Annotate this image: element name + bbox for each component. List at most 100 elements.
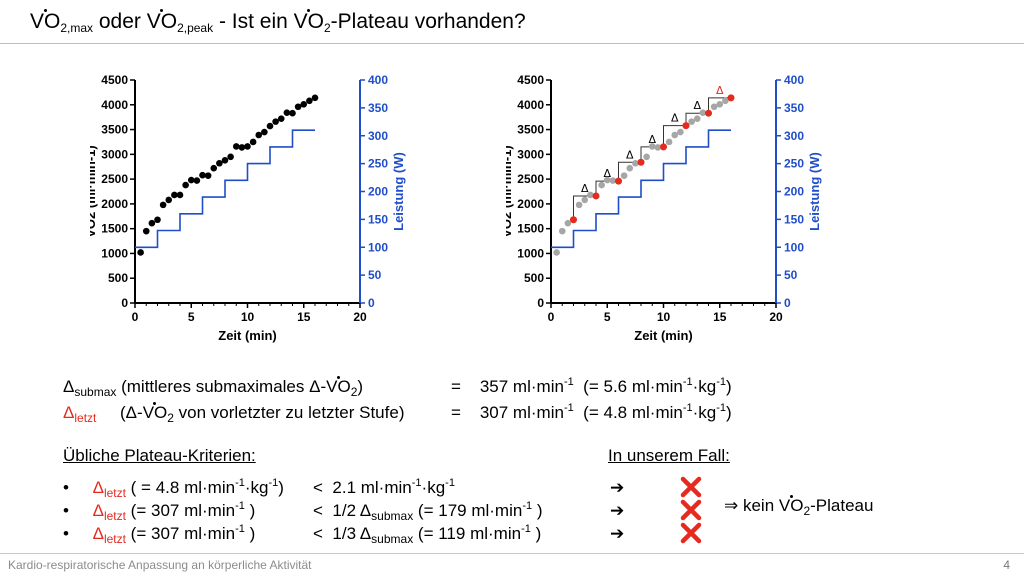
- cross-icon: [680, 522, 702, 544]
- stage-end-point: [592, 192, 600, 200]
- criterion-2-threshold: < 1/2 Δsubmax (= 179 ml·min-1 ): [313, 500, 543, 523]
- x-tick-label: 0: [132, 310, 139, 324]
- y-tick-label: 3500: [517, 123, 544, 137]
- data-point: [671, 131, 679, 139]
- data-point: [603, 176, 611, 184]
- power-step-line: [135, 129, 315, 249]
- data-point: [204, 172, 212, 179]
- data-point: [272, 118, 279, 125]
- data-point: [688, 118, 695, 125]
- arrow-right-icon: ➔: [610, 524, 625, 543]
- y2-tick-label: 350: [784, 101, 804, 115]
- y-tick-label: 1500: [101, 222, 128, 236]
- footer-text: Kardio-respiratorische Anpassung an körp…: [8, 558, 312, 572]
- data-point: [553, 249, 560, 256]
- y-tick-label: 2500: [517, 172, 544, 186]
- delta-letzt-row: Δletzt (Δ-VO2 von vorletzter zu letzter …: [63, 402, 405, 425]
- stage-end-point: [637, 158, 645, 166]
- data-point: [632, 159, 639, 167]
- y-tick-label: 500: [108, 271, 128, 285]
- stage-end-point: [615, 177, 622, 185]
- data-point: [710, 103, 718, 111]
- y2-tick-label: 50: [784, 268, 798, 282]
- y2-axis-label: Leistung (W): [807, 152, 822, 231]
- data-point: [261, 128, 268, 136]
- delta-submax-value: = 357 ml·min-1 (= 5.6 ml·min-1·kg-1): [451, 376, 732, 397]
- y2-tick-label: 200: [368, 185, 388, 199]
- y-tick-label: 4500: [101, 73, 128, 87]
- stage-end-point: [705, 109, 712, 117]
- data-point: [598, 181, 605, 189]
- y-tick-label: 3000: [101, 147, 128, 161]
- data-point: [665, 138, 673, 146]
- x-axis-label: Zeit (min): [634, 328, 693, 343]
- power-step-line: [551, 129, 731, 249]
- data-point: [193, 177, 201, 184]
- y2-tick-label: 0: [784, 296, 791, 310]
- data-point: [277, 115, 285, 122]
- x-axis-label: Zeit (min): [218, 328, 277, 343]
- y-tick-label: 500: [524, 271, 544, 285]
- data-point: [221, 156, 229, 164]
- data-point: [564, 219, 572, 227]
- x-tick-label: 10: [241, 310, 255, 324]
- vo2-chart-right: 0500100015002000250030003500400045000501…: [506, 73, 822, 343]
- data-point: [171, 191, 178, 199]
- x-tick-label: 10: [657, 310, 671, 324]
- data-point: [216, 159, 223, 167]
- data-point: [306, 97, 313, 105]
- criterion-1-threshold: < 2.1 ml·min-1·kg-1: [313, 477, 455, 498]
- stage-end-point: [660, 143, 667, 151]
- delta-label: Δ: [716, 84, 724, 97]
- y-tick-label: 4500: [517, 73, 544, 87]
- data-point: [227, 153, 234, 161]
- y2-tick-label: 300: [784, 129, 804, 143]
- data-point: [587, 191, 594, 199]
- y2-tick-label: 50: [368, 268, 382, 282]
- y2-tick-label: 300: [368, 129, 388, 143]
- x-tick-label: 20: [353, 310, 367, 324]
- y-tick-label: 4000: [101, 98, 128, 112]
- data-point: [722, 97, 729, 105]
- stage-end-point: [682, 122, 690, 130]
- y2-tick-label: 100: [368, 240, 388, 254]
- data-point: [311, 94, 319, 102]
- case-heading: In unserem Fall:: [608, 446, 730, 465]
- vo2-chart-left: 0500100015002000250030003500400045000501…: [90, 73, 406, 343]
- cross-icon: [680, 476, 702, 498]
- title-vo2max: VO: [30, 9, 61, 33]
- y-tick-label: 2000: [517, 197, 544, 211]
- y-tick-label: 1000: [101, 246, 128, 260]
- data-point: [238, 144, 246, 151]
- y-tick-label: 3500: [101, 123, 128, 137]
- data-point: [648, 143, 656, 150]
- y2-tick-label: 100: [784, 240, 804, 254]
- delta-submax-row: Δsubmax (mittleres submaximales Δ-VO2): [63, 376, 364, 399]
- data-point: [609, 177, 617, 184]
- criterion-2: • Δletzt (= 307 ml·min-1 ): [63, 500, 256, 523]
- arrow-right-icon: ➔: [610, 501, 625, 520]
- data-point: [558, 227, 566, 235]
- delta-label: Δ: [603, 167, 611, 180]
- delta-label: Δ: [581, 182, 589, 195]
- data-point: [716, 100, 724, 108]
- y-tick-label: 4000: [517, 98, 544, 112]
- data-point: [148, 219, 156, 227]
- data-point: [142, 227, 150, 235]
- data-point: [575, 201, 583, 209]
- x-tick-label: 5: [188, 310, 195, 324]
- y2-tick-label: 150: [368, 212, 388, 226]
- y2-tick-label: 250: [784, 157, 804, 171]
- stage-end-point: [570, 216, 577, 224]
- title-divider: [0, 43, 1024, 44]
- data-point: [693, 115, 701, 122]
- delta-step: [663, 125, 686, 147]
- y-tick-label: 3000: [517, 147, 544, 161]
- data-point: [176, 191, 184, 199]
- y-tick-label: 2500: [101, 172, 128, 186]
- data-point: [159, 201, 167, 209]
- y2-tick-label: 250: [368, 157, 388, 171]
- slide-title: VO2,max oder VO2,peak - Ist ein VO2-Plat…: [30, 9, 526, 35]
- y-tick-label: 2000: [101, 197, 128, 211]
- data-point: [137, 249, 144, 256]
